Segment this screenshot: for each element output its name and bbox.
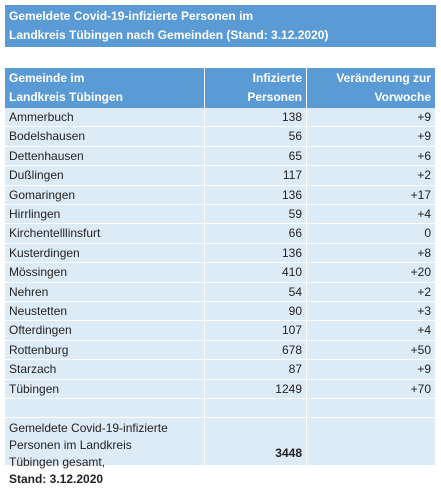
municipality: Neustetten (5, 302, 205, 322)
municipality: Mössingen (5, 263, 205, 283)
weekly-change: +3 (307, 302, 436, 322)
municipality: Bodelshausen (5, 127, 205, 147)
weekly-change: 0 (307, 224, 436, 244)
municipality: Starzach (5, 360, 205, 380)
weekly-change: +4 (307, 321, 436, 341)
title-line: Landkreis Tübingen nach Gemeinden (Stand… (9, 28, 329, 42)
total-line: Gemeldete Covid-19-infizierte (9, 421, 168, 435)
infected-count: 107 (205, 321, 307, 341)
municipality: Tübingen (5, 379, 205, 399)
infected-count: 65 (205, 146, 307, 167)
municipality: Gomaringen (5, 185, 205, 205)
municipality: Rottenburg (5, 340, 205, 361)
infected-count: 410 (205, 263, 307, 283)
infected-count: 90 (205, 302, 307, 322)
header-line: Personen (247, 90, 302, 104)
municipality: Dettenhausen (5, 146, 205, 167)
empty-cell (205, 399, 307, 418)
weekly-change: +2 (307, 166, 436, 186)
municipality: Ammerbuch (5, 108, 205, 128)
municipality: Kirchentelllinsfurt (5, 224, 205, 244)
column-header: Infizierte Personen (205, 68, 307, 108)
weekly-change: +9 (307, 127, 436, 147)
infected-count: 117 (205, 166, 307, 186)
infected-count: 136 (205, 243, 307, 264)
infected-count: 59 (205, 205, 307, 225)
column-header: Gemeinde im Landkreis Tübingen (5, 68, 205, 108)
infected-count: 54 (205, 282, 307, 302)
weekly-change: +2 (307, 282, 436, 302)
infected-count: 138 (205, 108, 307, 128)
weekly-change: +20 (307, 263, 436, 283)
weekly-change: +9 (307, 108, 436, 128)
municipality: Ofterdingen (5, 321, 205, 341)
weekly-change: +70 (307, 379, 436, 399)
weekly-change: +50 (307, 340, 436, 361)
infected-count: 56 (205, 127, 307, 147)
title-line: Gemeldete Covid-19-infizierte Personen i… (9, 9, 254, 23)
total-line: Stand: 3.12.2020 (9, 472, 104, 486)
title-bar: Gemeldete Covid-19-infizierte Personen i… (5, 5, 436, 47)
infected-count: 1249 (205, 379, 307, 399)
total-value: 3448 (205, 418, 307, 466)
empty-cell (307, 399, 436, 418)
empty-cell (307, 418, 436, 466)
infected-count: 678 (205, 340, 307, 361)
header-line: Vorwoche (374, 90, 431, 104)
total-line: Tübingen gesamt, (9, 455, 106, 469)
municipality: Nehren (5, 282, 205, 302)
infected-count: 136 (205, 185, 307, 205)
header-line: Gemeinde im (9, 71, 85, 85)
infected-count: 66 (205, 224, 307, 244)
weekly-change: +17 (307, 185, 436, 205)
municipality: Dußlingen (5, 166, 205, 186)
weekly-change: +4 (307, 205, 436, 225)
weekly-change: +6 (307, 146, 436, 167)
weekly-change: +8 (307, 243, 436, 264)
municipality: Kusterdingen (5, 243, 205, 264)
header-line: Infizierte (252, 71, 302, 85)
column-header: Veränderung zur Vorwoche (307, 68, 436, 108)
infected-count: 87 (205, 360, 307, 380)
total-label: Gemeldete Covid-19-infizierte Personen im… (5, 418, 205, 486)
weekly-change: +9 (307, 360, 436, 380)
header-line: Veränderung zur (336, 71, 431, 85)
municipality: Hirrlingen (5, 205, 205, 225)
total-line: Personen im Landkreis (9, 438, 132, 452)
header-line: Landkreis Tübingen (9, 90, 124, 104)
empty-cell (5, 399, 205, 418)
